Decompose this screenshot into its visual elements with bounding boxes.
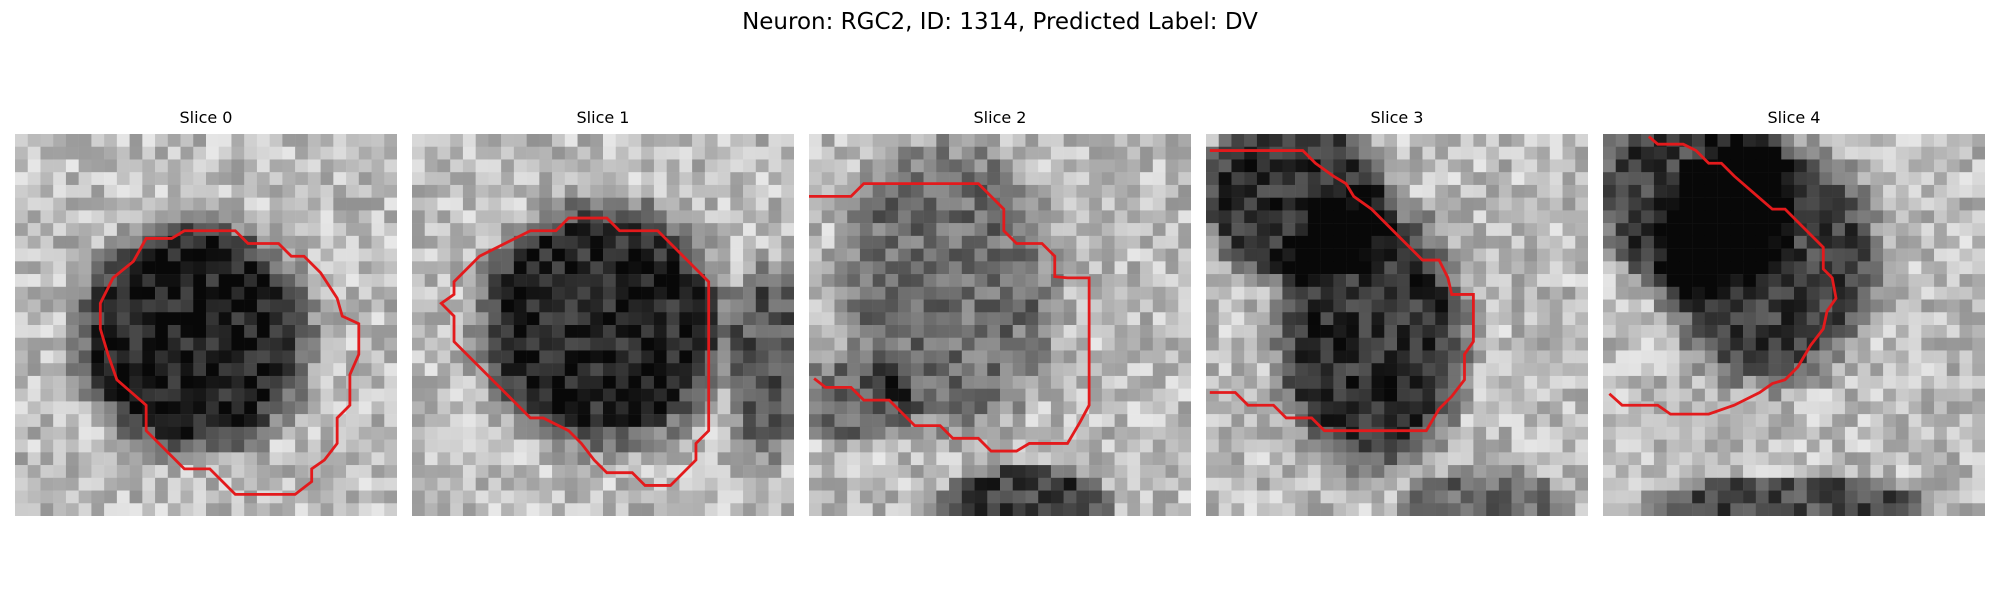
slice-panel-1: Slice 1: [412, 108, 794, 516]
slice-title: Slice 0: [179, 108, 233, 127]
segmentation-contour: [1608, 135, 1838, 416]
slice-image: [809, 134, 1191, 516]
slice-panel-3: Slice 3: [1206, 108, 1588, 516]
figure-title: Neuron: RGC2, ID: 1314, Predicted Label:…: [742, 9, 1258, 35]
slice-title: Slice 2: [973, 108, 1027, 127]
slice-title: Slice 3: [1370, 108, 1424, 127]
segmentation-contour: [1209, 149, 1475, 433]
slice-title: Slice 1: [576, 108, 630, 127]
segmentation-contour: [809, 182, 1091, 453]
pixel-grid: [15, 134, 397, 516]
slice-image: [1206, 134, 1588, 516]
segmentation-contour: [439, 216, 711, 487]
pixel-grid: [1206, 134, 1588, 516]
slice-panel-2: Slice 2: [809, 108, 1191, 516]
slice-image: [412, 134, 794, 516]
slice-title: Slice 4: [1767, 108, 1821, 127]
slice-image: [15, 134, 397, 516]
pixel-grid: [1603, 134, 1985, 516]
pixel-grid: [809, 134, 1191, 516]
slice-image: [1603, 134, 1985, 516]
slice-panel-4: Slice 4: [1603, 108, 1985, 516]
slice-panel-0: Slice 0: [15, 108, 397, 516]
pixel-grid: [412, 134, 794, 516]
segmentation-contour: [98, 229, 361, 496]
